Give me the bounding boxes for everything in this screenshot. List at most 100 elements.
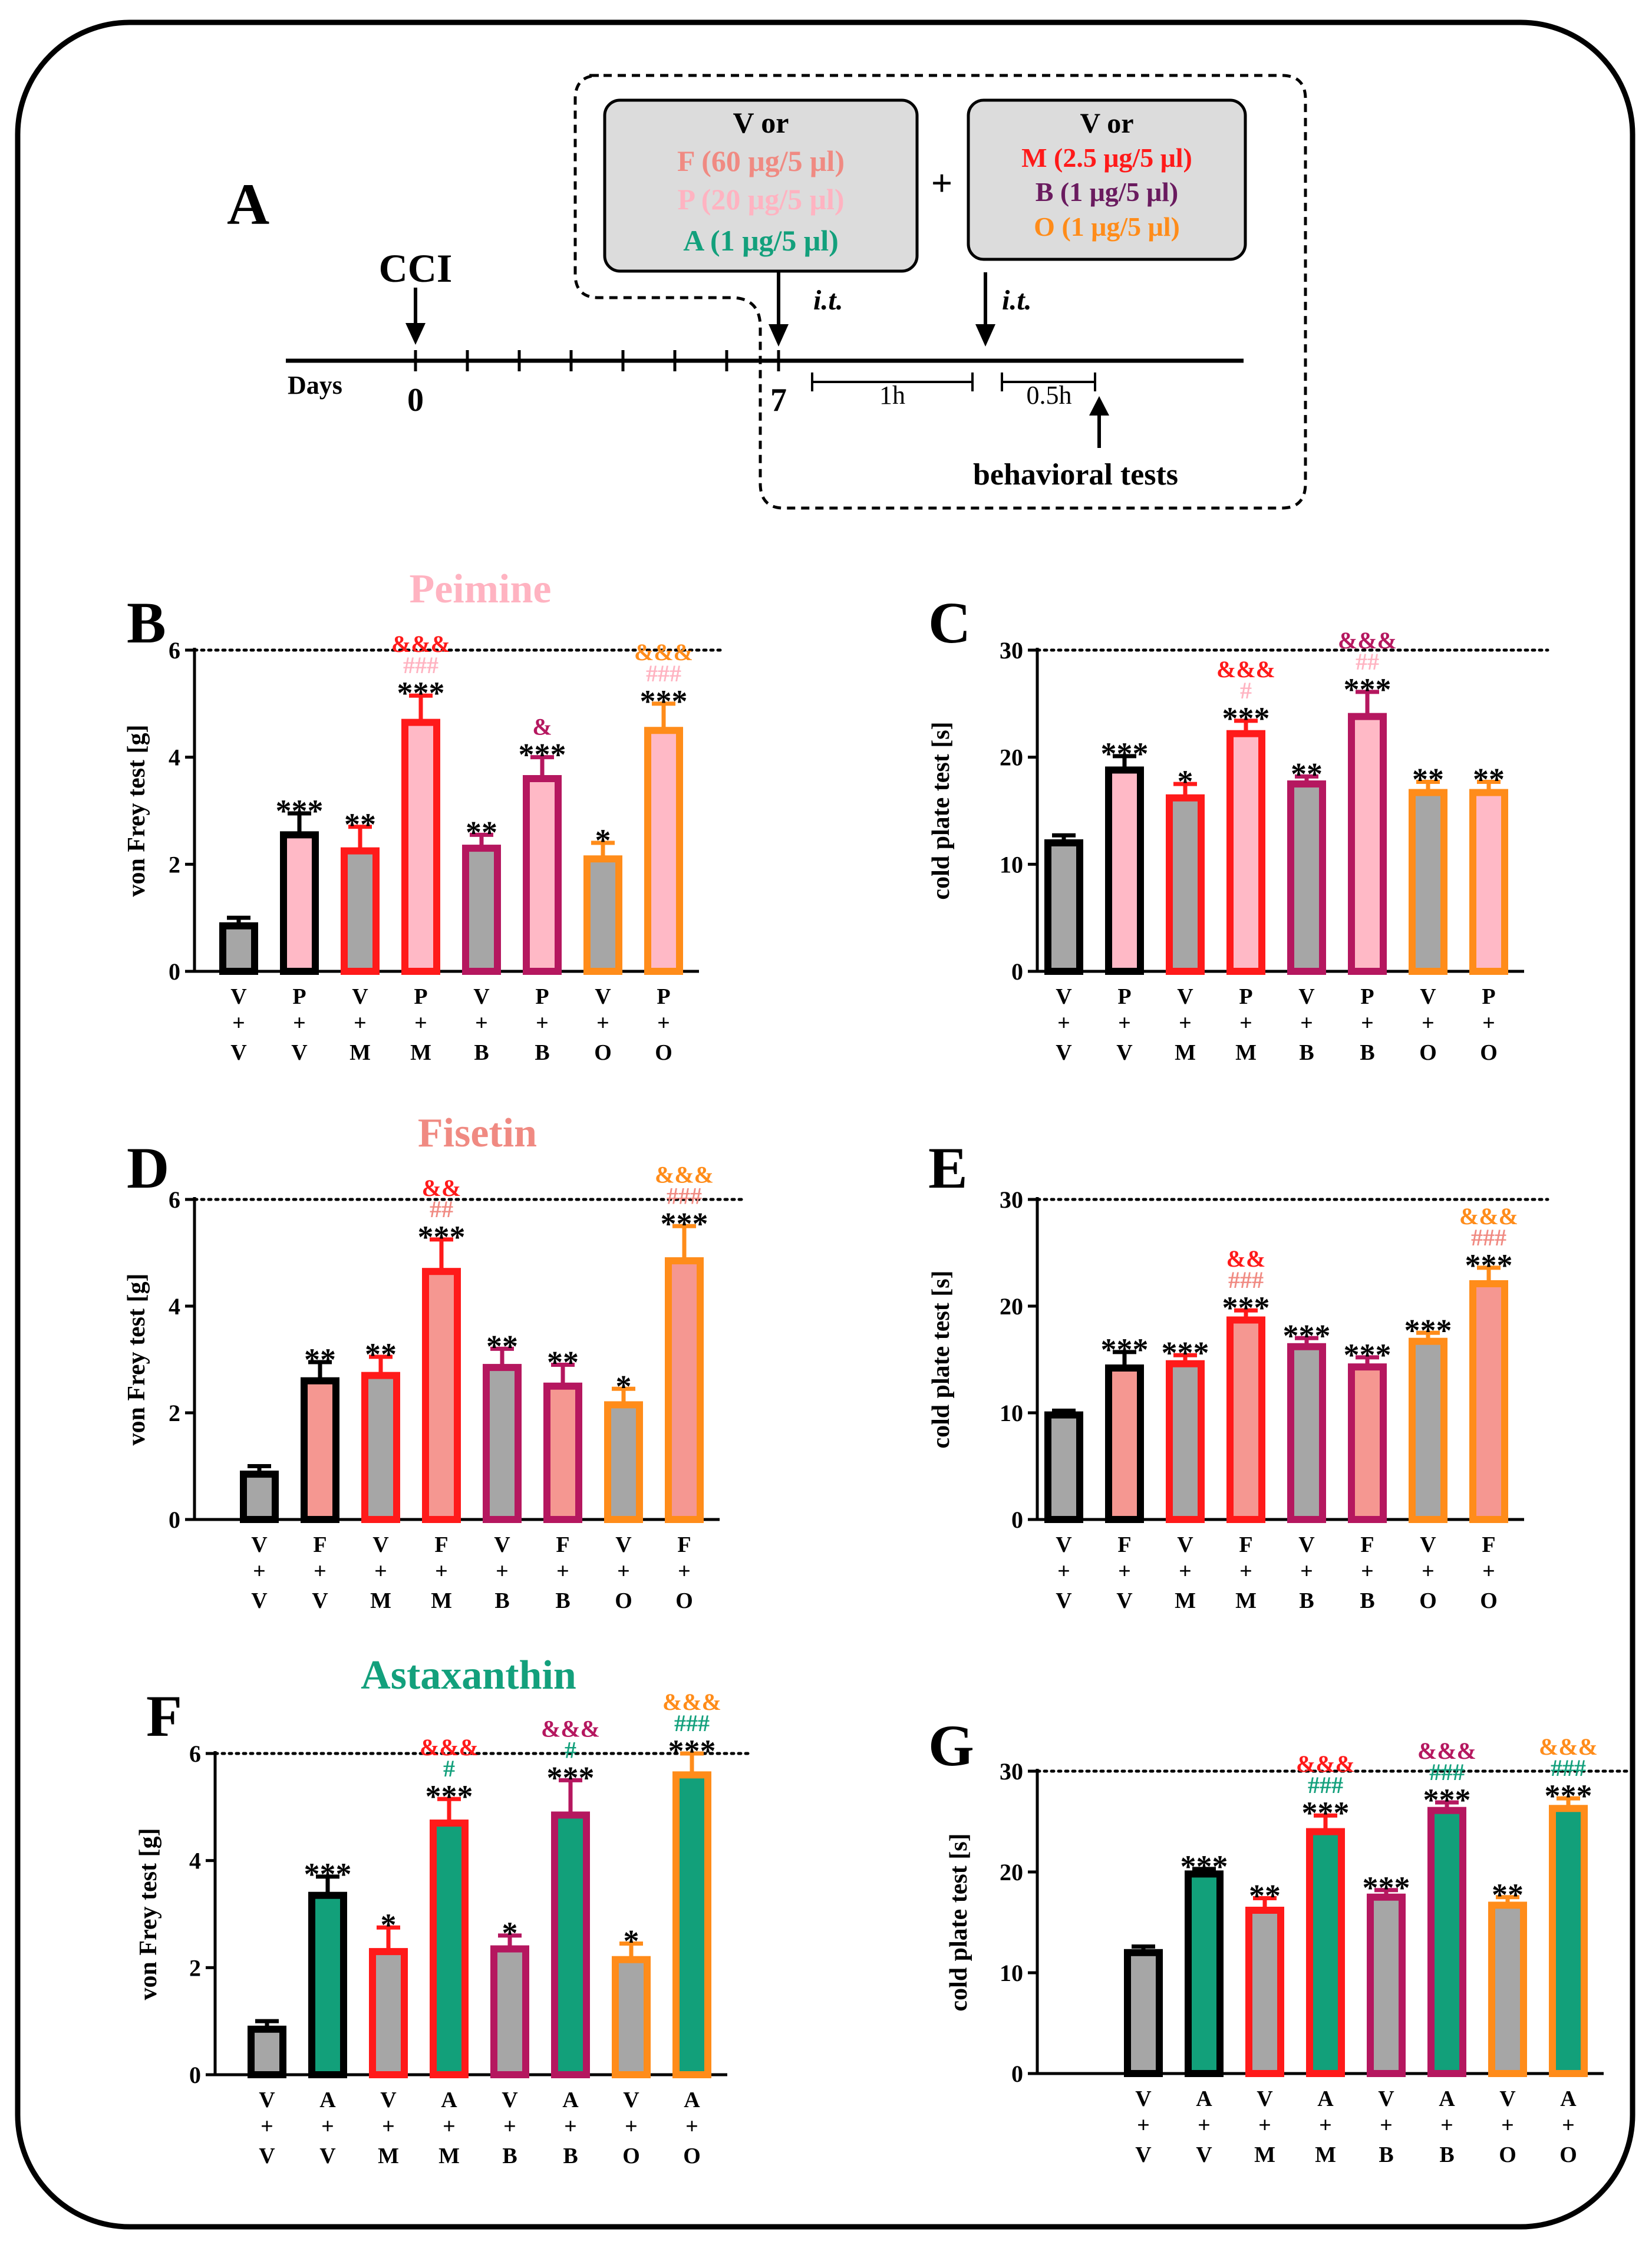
bar-f-b <box>543 1382 582 1523</box>
y-tick-label: 0 <box>1011 958 1023 985</box>
x-label-top: P <box>1482 984 1495 1009</box>
x-label-bottom: B <box>1439 2142 1454 2167</box>
bar-f-m <box>1226 1316 1265 1524</box>
x-label-bottom: O <box>622 2144 640 2168</box>
x-label-top: A <box>684 2088 700 2112</box>
x-label-plus: + <box>1137 2113 1150 2138</box>
behavioral-tests-label: behavioral tests <box>973 458 1178 492</box>
x-label-top: V <box>1257 2087 1273 2111</box>
bar-a-o <box>1549 1805 1588 2078</box>
x-label-top: V <box>1298 984 1315 1009</box>
x-label-top: F <box>677 1532 691 1557</box>
section-title-astaxanthin: Astaxanthin <box>361 1653 576 1698</box>
significance-label: * <box>624 1923 639 1959</box>
significance-label: *** <box>1222 701 1270 736</box>
x-label-top: V <box>1298 1532 1315 1557</box>
y-axis-label: cold plate test [s] <box>945 1833 972 2011</box>
significance-label: *** <box>1344 672 1391 707</box>
x-label-bottom: V <box>319 2144 336 2168</box>
bar-v-v <box>1044 839 1083 975</box>
bar-f-v <box>1105 1364 1144 1523</box>
x-label-plus: + <box>232 1011 245 1036</box>
x-label-top: A <box>441 2088 457 2112</box>
x-label-bottom: B <box>1299 1588 1314 1613</box>
x-label-top: A <box>319 2088 336 2112</box>
x-label-bottom: B <box>555 1588 570 1613</box>
significance-label: *** <box>418 1219 466 1255</box>
x-label-bottom: M <box>410 1040 431 1065</box>
figure-frame <box>15 19 1635 2230</box>
x-label-plus: + <box>1258 2113 1271 2138</box>
x-label-bottom: V <box>230 1040 247 1065</box>
bar-v-o <box>1488 1901 1527 2077</box>
x-label-top: V <box>595 984 611 1009</box>
significance-label: ** <box>304 1342 336 1377</box>
significance-label: *** <box>640 684 688 719</box>
x-label-plus: + <box>1482 1011 1495 1036</box>
x-label-top: A <box>562 2088 579 2112</box>
x-label-plus: + <box>354 1011 367 1036</box>
x-label-plus: + <box>435 1559 448 1584</box>
y-tick-label: 2 <box>169 1400 180 1426</box>
treatment-box-1 <box>603 98 919 273</box>
significance-label: &&& <box>420 1734 479 1761</box>
x-label-bottom: B <box>1299 1040 1314 1065</box>
y-axis-label: von Frey test [g] <box>135 1828 162 2000</box>
significance-label: *** <box>1283 1318 1331 1353</box>
x-label-plus: + <box>1361 1011 1374 1036</box>
x-label-bottom: M <box>370 1588 391 1613</box>
panel-label-e: E <box>928 1135 968 1201</box>
panel-label-a: A <box>227 172 269 237</box>
significance-label: ** <box>1412 762 1444 797</box>
x-label-bottom: V <box>1135 2142 1152 2167</box>
x-label-top: V <box>1499 2087 1516 2111</box>
significance-label: *** <box>1423 1782 1471 1818</box>
x-label-plus: + <box>1300 1011 1313 1036</box>
timeline-day0: 0 <box>407 382 424 418</box>
significance-label: *** <box>1101 736 1149 772</box>
bar-v-b <box>1287 1343 1326 1524</box>
x-label-bottom: B <box>535 1040 549 1065</box>
x-label-top: A <box>1560 2087 1577 2111</box>
significance-label: ** <box>1291 756 1323 792</box>
x-label-bottom: V <box>291 1040 308 1065</box>
significance-label: *** <box>1404 1313 1452 1348</box>
significance-label: ### <box>1228 1267 1264 1293</box>
x-label-bottom: B <box>494 1588 509 1613</box>
x-label-top: V <box>372 1532 389 1557</box>
y-tick-label: 10 <box>1000 1400 1023 1426</box>
significance-label: *** <box>1222 1290 1270 1326</box>
x-label-plus: + <box>1482 1559 1495 1584</box>
y-tick-label: 30 <box>1000 1186 1023 1213</box>
x-label-bottom: O <box>1480 1040 1498 1065</box>
bar-p-m <box>401 718 440 975</box>
x-label-bottom: M <box>1175 1588 1196 1613</box>
it-label-2: i.t. <box>1002 285 1032 316</box>
bar-v-b <box>1367 1893 1406 2077</box>
significance-label: * <box>616 1369 632 1404</box>
timeline-ticks <box>414 350 780 371</box>
significance-label: &&& <box>1338 627 1397 654</box>
significance-label: ** <box>466 815 497 850</box>
x-label-top: V <box>251 1532 268 1557</box>
significance-label: *** <box>1302 1795 1350 1831</box>
bar-f-m <box>422 1268 461 1524</box>
significance-label: ** <box>365 1337 397 1372</box>
x-label-plus: + <box>1118 1559 1131 1584</box>
y-tick-label: 6 <box>169 1186 180 1213</box>
bar-p-o <box>1469 789 1508 975</box>
x-label-plus: + <box>443 2114 456 2139</box>
bar-a-v <box>308 1891 347 2078</box>
x-label-bottom: M <box>1254 2142 1275 2167</box>
x-label-top: F <box>434 1532 448 1557</box>
x-label-top: V <box>352 984 368 1009</box>
y-tick-label: 6 <box>169 637 180 664</box>
x-label-top: V <box>502 2088 518 2112</box>
x-label-top: P <box>1239 984 1252 1009</box>
scheme-panel-a: V or F (60 μg/5 μl) P (20 μg/5 μl) A (1 … <box>227 74 1307 510</box>
significance-label: # <box>1240 677 1252 704</box>
significance-label: ### <box>1429 1759 1465 1785</box>
